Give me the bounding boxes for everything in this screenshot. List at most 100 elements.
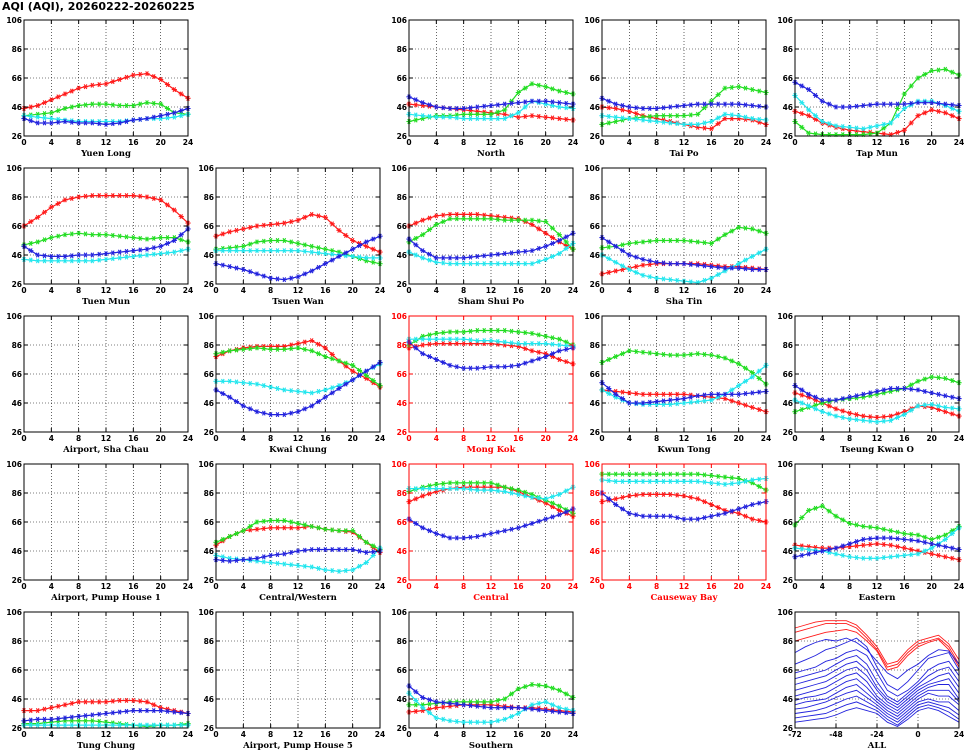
data-point-blue — [315, 399, 322, 405]
data-point-cyan — [701, 277, 708, 283]
data-point-cyan — [281, 387, 287, 393]
data-point-blue — [626, 510, 632, 516]
x-tick-label: 0 — [21, 434, 26, 443]
x-tick-label: 12 — [293, 434, 303, 443]
series-line-blue — [23, 709, 189, 722]
x-tick-label: 0 — [21, 138, 26, 147]
data-point-green — [454, 216, 460, 222]
data-point-cyan — [929, 545, 935, 551]
data-point-red — [158, 705, 164, 711]
data-point-green — [549, 86, 556, 92]
y-tick-label: 86 — [397, 489, 407, 498]
data-point-cyan — [915, 403, 921, 409]
data-point-cyan — [76, 258, 82, 264]
data-point-red — [96, 193, 102, 199]
x-tick-label: 20 — [733, 286, 743, 295]
data-point-red — [117, 76, 123, 82]
data-point-blue — [144, 246, 150, 252]
data-point-blue — [295, 409, 301, 415]
y-tick-label: 86 — [397, 193, 407, 202]
data-point-green — [502, 107, 508, 113]
data-point-cyan — [853, 417, 860, 423]
data-point-cyan — [220, 378, 226, 384]
x-tick-label: 16 — [320, 582, 330, 591]
data-point-cyan — [881, 418, 887, 424]
data-point-cyan — [799, 400, 805, 406]
data-point-red — [715, 504, 721, 511]
data-point-green — [619, 471, 626, 477]
data-point-blue — [536, 356, 542, 362]
data-point-blue — [935, 100, 942, 106]
y-tick-label: 86 — [783, 637, 793, 646]
data-point-blue — [549, 99, 556, 105]
data-point-blue — [164, 111, 171, 117]
data-point-green — [606, 120, 612, 126]
data-point-cyan — [420, 486, 426, 492]
data-point-blue — [454, 364, 460, 370]
data-point-cyan — [454, 115, 460, 121]
data-point-cyan — [749, 477, 755, 483]
data-point-blue — [729, 508, 735, 514]
data-point-red — [633, 264, 639, 270]
data-point-cyan — [178, 722, 184, 728]
x-tick-label: 0 — [792, 138, 797, 147]
y-tick-label: 46 — [204, 251, 214, 260]
data-point-blue — [874, 535, 880, 541]
data-point-blue — [350, 246, 356, 252]
data-point-green — [488, 699, 494, 705]
data-point-red — [82, 84, 89, 90]
data-point-blue — [942, 101, 948, 107]
data-point-blue — [701, 515, 708, 521]
data-point-cyan — [799, 546, 805, 552]
x-tick-label: 16 — [706, 582, 716, 591]
data-point-red — [288, 219, 294, 225]
data-point-red — [488, 213, 494, 219]
data-point-green — [151, 235, 157, 241]
panel-title: Airport, Pump House 5 — [242, 741, 353, 751]
data-point-cyan — [447, 114, 453, 120]
data-point-cyan — [640, 272, 646, 278]
data-point-blue — [806, 391, 812, 397]
data-point-red — [495, 341, 501, 347]
data-point-green — [467, 480, 474, 486]
data-point-blue — [860, 536, 866, 542]
data-point-blue — [467, 365, 474, 371]
data-point-blue — [261, 273, 267, 279]
data-point-green — [847, 520, 853, 526]
data-point-blue — [688, 516, 694, 522]
data-point-cyan — [888, 417, 894, 423]
data-point-green — [474, 699, 480, 705]
data-point-cyan — [433, 114, 439, 120]
x-tick-label: 24 — [568, 730, 578, 739]
data-point-blue — [103, 121, 109, 127]
data-point-red — [894, 544, 901, 550]
data-point-cyan — [742, 478, 749, 484]
x-tick-label: 4 — [820, 434, 825, 443]
x-tick-label: 4 — [241, 582, 246, 591]
data-point-blue — [268, 275, 274, 281]
data-point-cyan — [233, 248, 240, 254]
data-point-blue — [268, 412, 274, 418]
data-point-green — [89, 101, 95, 107]
data-point-red — [322, 214, 328, 220]
x-tick-label: 16 — [128, 434, 138, 443]
data-point-red — [309, 338, 315, 344]
data-point-green — [543, 84, 549, 90]
data-point-cyan — [309, 564, 315, 570]
data-point-cyan — [268, 560, 274, 566]
data-point-cyan — [322, 387, 328, 393]
data-point-red — [894, 129, 901, 135]
data-point-red — [474, 211, 480, 217]
x-tick-label: 20 — [155, 138, 165, 147]
data-point-red — [633, 492, 639, 498]
data-point-green — [640, 471, 646, 477]
x-tick-label: 8 — [268, 434, 273, 443]
data-point-red — [667, 391, 673, 397]
data-point-red — [55, 703, 61, 709]
x-tick-label: 20 — [926, 582, 936, 591]
y-tick-label: 106 — [584, 312, 600, 321]
data-point-cyan — [819, 409, 825, 415]
